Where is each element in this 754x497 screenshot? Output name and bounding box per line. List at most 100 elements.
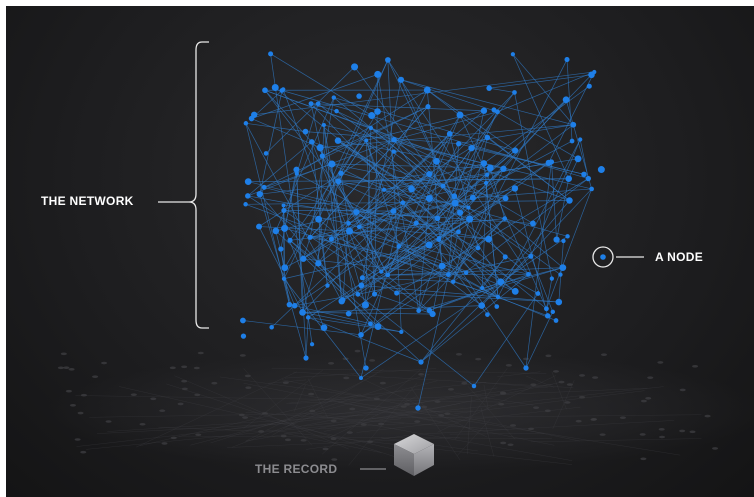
network-edge: [303, 237, 311, 259]
reflection-edge: [310, 413, 573, 461]
network-node: [511, 287, 519, 295]
network-node: [483, 180, 489, 186]
reflection-node: [558, 380, 565, 384]
network-node: [494, 109, 500, 115]
network-node: [553, 318, 559, 323]
reflection-node: [475, 357, 482, 361]
network-node: [294, 171, 299, 176]
reflection-node: [284, 438, 291, 442]
reflection-node: [181, 379, 188, 383]
reflection-node: [367, 440, 374, 444]
network-edge: [248, 178, 569, 182]
network-node: [559, 264, 567, 271]
reflection-node: [261, 411, 268, 415]
network-node: [385, 272, 391, 278]
network-node: [469, 194, 476, 201]
record-label: THE RECORD: [255, 462, 338, 476]
network-edge: [259, 173, 430, 195]
reflection-edge: [76, 414, 360, 447]
reflection-edge: [351, 373, 488, 438]
network-edge: [336, 110, 561, 275]
reflection-edge: [480, 407, 495, 457]
reflection-node: [349, 407, 356, 411]
network-node: [564, 56, 570, 63]
network-node: [562, 96, 570, 104]
network-node: [463, 270, 469, 275]
network-node: [287, 237, 293, 243]
reflection-node: [65, 389, 72, 393]
reflection-edge: [530, 438, 702, 443]
network-edge: [387, 246, 400, 276]
network-edge: [282, 89, 359, 295]
network-edge: [411, 173, 430, 190]
network-edge: [472, 188, 592, 199]
network-node: [451, 279, 456, 284]
network-node: [433, 158, 440, 165]
reflection-edge: [89, 410, 473, 418]
network-edge: [337, 140, 438, 219]
network-node: [299, 308, 306, 316]
reflection-node: [444, 412, 451, 415]
reflection-edge: [136, 371, 297, 448]
reflection-edge: [551, 371, 567, 410]
network-node: [456, 111, 464, 119]
reflection-node: [498, 402, 505, 406]
reflection-edge: [139, 393, 362, 447]
network-edge: [546, 188, 592, 309]
reflection-node: [343, 376, 350, 380]
reflection-node: [647, 376, 654, 379]
reflection-node: [545, 354, 552, 358]
network-node: [569, 138, 575, 144]
reflection-node: [330, 437, 337, 441]
network-node: [262, 87, 268, 94]
network-node: [263, 151, 269, 156]
reflection-edge: [453, 392, 533, 406]
reflection-node: [159, 409, 166, 413]
network-node: [581, 171, 587, 178]
network-node: [243, 202, 248, 207]
network-node: [379, 269, 384, 274]
network-node: [426, 170, 433, 178]
network-edge: [504, 218, 564, 268]
reflection-edge: [467, 386, 516, 440]
network-edge: [384, 162, 484, 191]
reflection-edge: [293, 371, 574, 388]
reflection-edge: [75, 395, 501, 403]
network-edge: [486, 174, 547, 309]
network-edge: [251, 74, 378, 119]
network-edge: [284, 162, 485, 269]
reflection-edge: [107, 413, 379, 432]
network-edge: [442, 92, 515, 187]
network-node: [578, 137, 583, 142]
network-node: [272, 227, 280, 235]
network-edge: [248, 181, 417, 224]
network-node: [334, 108, 339, 114]
network-node: [269, 324, 274, 330]
network-node: [328, 236, 334, 242]
network-node: [271, 84, 279, 92]
reflection-node: [258, 430, 265, 433]
reflection-node: [434, 400, 441, 403]
network-edge: [458, 143, 585, 175]
network-node: [478, 302, 486, 309]
reflection-node: [461, 381, 468, 385]
network-edge: [438, 239, 443, 267]
network-node: [368, 321, 373, 327]
network-edge: [420, 256, 532, 363]
network-node: [293, 166, 300, 173]
network-edge: [427, 89, 516, 151]
network-edge: [454, 163, 485, 204]
network-edge: [254, 71, 595, 116]
network-node: [549, 276, 555, 281]
network-node: [240, 317, 246, 324]
reflection-node: [418, 373, 425, 376]
network-edge: [441, 265, 499, 298]
network-edge: [264, 186, 357, 213]
network-edge: [338, 181, 389, 276]
network-node: [394, 290, 400, 296]
network-edge: [400, 79, 498, 113]
network-node: [500, 165, 507, 172]
network-node: [245, 193, 251, 199]
network-edge: [387, 59, 402, 332]
reflection-edge: [371, 414, 702, 419]
